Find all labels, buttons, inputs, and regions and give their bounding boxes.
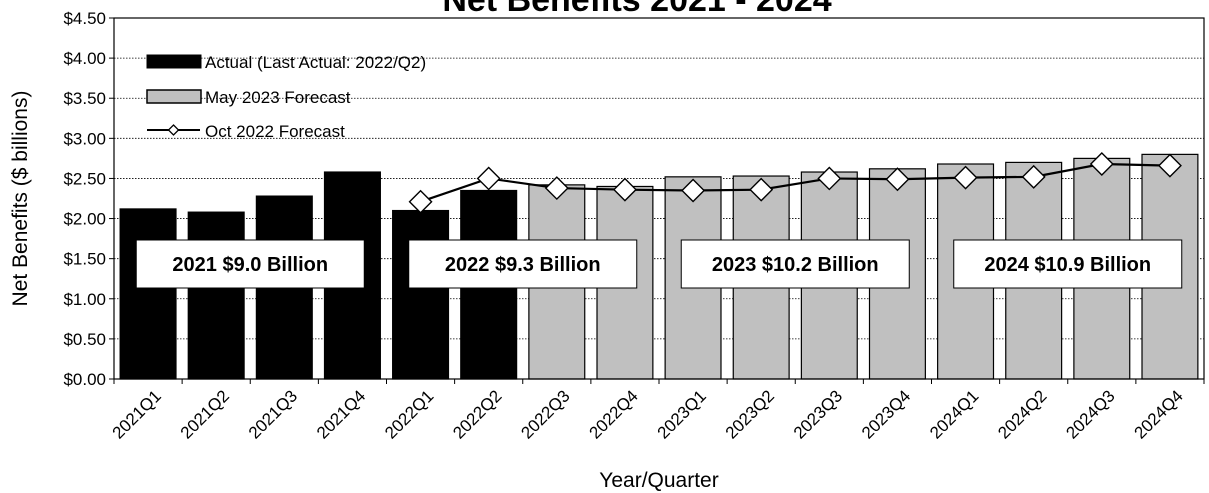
x-tick-label: 2023Q1 xyxy=(654,386,710,442)
y-tick-label: $0.00 xyxy=(63,370,106,389)
legend-marker-oct-2022-forecast xyxy=(167,124,180,136)
legend-swatch-actual xyxy=(146,54,202,69)
legend-label-oct-2022-forecast: Oct 2022 Forecast xyxy=(205,122,345,141)
chart-title: Net Benefits 2021 - 2024 xyxy=(442,0,831,19)
y-tick-label: $3.00 xyxy=(63,129,106,148)
line-marker xyxy=(1021,164,1046,189)
y-tick-label: $2.50 xyxy=(63,169,106,188)
line-marker xyxy=(612,177,637,202)
x-tick-label: 2021Q3 xyxy=(245,386,301,442)
annual-total-box xyxy=(680,239,910,289)
y-tick-label: $4.00 xyxy=(63,49,106,68)
y-tick-label: $3.50 xyxy=(63,89,106,108)
bar xyxy=(392,209,450,380)
annual-total-box xyxy=(408,239,638,289)
oct-2022-forecast-line xyxy=(408,152,1182,214)
annual-total-label: 2023 $10.2 Billion xyxy=(712,254,879,276)
bar xyxy=(119,208,177,380)
line-marker xyxy=(885,167,910,192)
line-marker xyxy=(1157,153,1182,178)
line-marker xyxy=(749,177,774,202)
x-tick-label: 2023Q4 xyxy=(858,386,914,442)
annual-total-label: 2021 $9.0 Billion xyxy=(172,254,328,276)
series-line xyxy=(420,162,1170,203)
legend-label-may-2023-forecast: May 2023 Forecast xyxy=(205,88,351,107)
x-tick-label: 2022Q4 xyxy=(586,386,642,442)
x-tick-label: 2021Q1 xyxy=(109,386,165,442)
line-marker xyxy=(1089,152,1114,176)
line-marker xyxy=(681,178,706,203)
x-tick-label: 2022Q2 xyxy=(449,386,505,442)
legend-label-actual: Actual (Last Actual: 2022/Q2) xyxy=(205,53,426,72)
annual-total-box xyxy=(953,239,1183,289)
x-tick-label: 2021Q4 xyxy=(313,386,369,442)
line-marker xyxy=(476,166,501,191)
y-tick-label: $1.50 xyxy=(63,250,106,269)
legend: Actual (Last Actual: 2022/Q2) May 2023 F… xyxy=(146,53,426,141)
x-tick-label: 2024Q4 xyxy=(1131,386,1187,442)
annual-total-label: 2024 $10.9 Billion xyxy=(984,254,1151,276)
x-tick-label: 2022Q3 xyxy=(517,386,573,442)
line-marker xyxy=(817,166,842,191)
x-tick-label: 2023Q2 xyxy=(722,386,778,442)
x-tick-label: 2021Q2 xyxy=(177,386,233,442)
x-tick-label: 2023Q3 xyxy=(790,386,846,442)
y-tick-label: $0.50 xyxy=(63,330,106,349)
x-axis-title: Year/Quarter xyxy=(599,469,718,492)
legend-swatch-may-2023-forecast xyxy=(146,89,202,104)
annual-total-box xyxy=(135,239,365,289)
line-marker xyxy=(953,165,978,190)
x-tick-label: 2024Q3 xyxy=(1062,386,1118,442)
y-tick-label: $4.50 xyxy=(63,9,106,28)
bar xyxy=(187,211,245,380)
line-marker xyxy=(544,176,569,201)
annual-total-labels: 2021 $9.0 Billion 2022 $9.3 Billion 2023 $… xyxy=(135,239,1183,289)
x-tick-label: 2024Q1 xyxy=(926,386,982,442)
y-tick-label: $1.00 xyxy=(63,290,106,309)
x-tick-label: 2022Q1 xyxy=(381,386,437,442)
line-marker xyxy=(408,189,433,214)
x-tick-label: 2024Q2 xyxy=(994,386,1050,442)
y-tick-label: $2.00 xyxy=(63,210,106,229)
annual-total-label: 2022 $9.3 Billion xyxy=(445,254,601,276)
y-axis-title: Net Benefits ($ billions) xyxy=(9,91,32,307)
